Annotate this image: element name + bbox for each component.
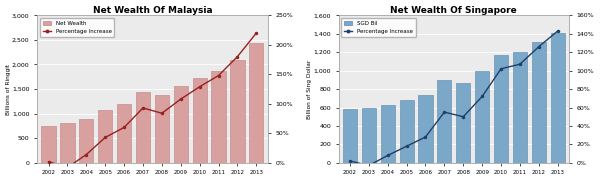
Bar — [98, 110, 112, 163]
Bar — [418, 95, 433, 163]
Y-axis label: Billion of Sing Dollar: Billion of Sing Dollar — [307, 59, 312, 119]
Bar — [400, 100, 413, 163]
Title: Net Wealth Of Malaysia: Net Wealth Of Malaysia — [92, 6, 212, 14]
Bar — [155, 95, 169, 163]
Bar — [362, 108, 376, 163]
Bar — [41, 126, 56, 163]
Bar — [343, 109, 357, 163]
Bar — [136, 92, 150, 163]
Bar — [456, 83, 470, 163]
Bar — [61, 123, 74, 163]
Bar — [211, 71, 226, 163]
Bar — [79, 119, 94, 163]
Bar — [380, 105, 395, 163]
Bar — [117, 104, 131, 163]
Bar — [249, 43, 263, 163]
Bar — [193, 78, 207, 163]
Bar — [437, 80, 451, 163]
Bar — [475, 71, 489, 163]
Title: Net Wealth Of Singapore: Net Wealth Of Singapore — [391, 6, 517, 14]
Bar — [173, 86, 188, 163]
Bar — [551, 33, 565, 163]
Legend: Net Wealth, Percentage Increase: Net Wealth, Percentage Increase — [40, 18, 115, 37]
Bar — [532, 42, 546, 163]
Bar — [230, 60, 245, 163]
Y-axis label: Billions of Ringgit: Billions of Ringgit — [5, 64, 11, 115]
Bar — [494, 55, 508, 163]
Legend: SGD Bil, Percentage Increase: SGD Bil, Percentage Increase — [341, 18, 416, 37]
Bar — [513, 52, 527, 163]
